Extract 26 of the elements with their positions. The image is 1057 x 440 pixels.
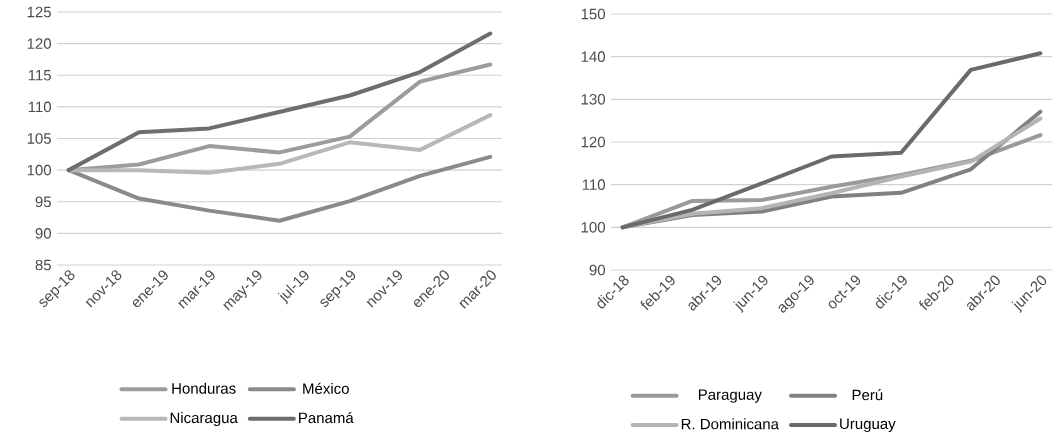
y-tick-label: 110: [582, 179, 606, 190]
legend-label: México: [303, 382, 349, 394]
line-series: [620, 51, 1043, 230]
y-tick-label: 120: [581, 136, 606, 148]
y-tick-label: 105: [27, 133, 51, 144]
legend-label: Panamá: [299, 412, 354, 424]
y-tick-label: 95: [35, 196, 51, 208]
y-tick-label: 130: [581, 94, 606, 105]
y-tick-label: 125: [27, 6, 51, 18]
legend-label: R. Dominicana: [681, 418, 779, 430]
y-tick-label: 100: [27, 164, 51, 176]
legend-label: Nicaragua: [170, 412, 238, 427]
legend-label: Uruguay: [840, 418, 896, 433]
legend-label: Honduras: [172, 382, 236, 394]
y-tick-label: 85: [35, 259, 51, 271]
y-tick-label: 100: [581, 222, 606, 233]
y-tick-label: 90: [589, 264, 606, 276]
y-tick-label: 110: [28, 101, 51, 113]
line-series: [66, 154, 493, 223]
y-tick-label: 150: [581, 8, 606, 20]
y-tick-label: 120: [27, 38, 51, 49]
y-tick-label: 90: [35, 228, 51, 239]
legend-label: Paraguay: [698, 389, 762, 403]
legend-label: Perú: [852, 389, 883, 401]
y-tick-label: 140: [581, 51, 606, 62]
y-tick-label: 115: [28, 70, 51, 81]
